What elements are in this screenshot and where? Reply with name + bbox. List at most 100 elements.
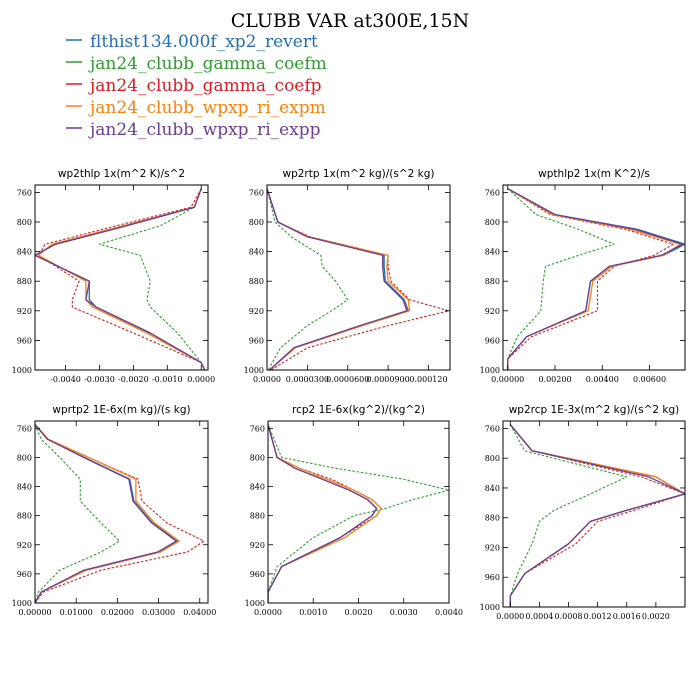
series-line-5-1 (509, 424, 628, 607)
panel-title-0: wp2thlp 1x(m^2 K)/s^2 (58, 168, 185, 180)
panel-title-1: wp2rtp 1x(m^2 kg)/(s^2 kg) (282, 168, 434, 180)
y-tick-label-4-5: 960 (250, 570, 265, 579)
x-tick-label-0-4: 0.0000 (187, 375, 215, 384)
y-tick-label-1-5: 960 (249, 336, 264, 345)
x-tick-label-5-1: 0.0004 (525, 612, 553, 621)
panel-title-2: wpthlp2 1x(m K^2)/s (538, 168, 650, 180)
y-tick-label-0-3: 880 (17, 277, 32, 286)
legend-label-1: jan24_clubb_gamma_coefm (88, 54, 327, 74)
x-tick-label-3-2: 0.02000 (101, 608, 134, 617)
y-tick-label-1-0: 760 (249, 188, 264, 197)
series-line-3-3 (35, 424, 180, 603)
y-tick-label-5-0: 760 (485, 424, 500, 433)
series-line-1-4 (267, 188, 408, 370)
legend-label-2: jan24_clubb_gamma_coefp (88, 76, 322, 96)
x-tick-label-1-2: 0.0000600 (326, 375, 369, 384)
x-tick-label-4-1: 0.0010 (299, 608, 327, 617)
y-tick-label-0-2: 840 (17, 248, 32, 257)
x-tick-label-3-4: 0.04000 (183, 608, 216, 617)
series-line-1-1 (267, 188, 349, 370)
x-tick-label-4-2: 0.0020 (345, 608, 373, 617)
series-line-5-4 (509, 424, 685, 607)
x-tick-label-1-0: 0.0000 (253, 375, 281, 384)
x-tick-label-0-0: -0.0040 (50, 375, 81, 384)
legend-label-4: jan24_clubb_wpxp_ri_expp (88, 120, 321, 140)
legend: flthist134.000f_xp2_revertjan24_clubb_ga… (66, 32, 327, 140)
panel-title-3: wprtp2 1E-6x(m kg)/(s kg) (52, 404, 190, 416)
x-tick-label-3-0: 0.00000 (18, 608, 51, 617)
x-tick-label-2-0: 0.00000 (491, 375, 524, 384)
series-line-0-4 (35, 188, 206, 370)
y-tick-label-3-4: 920 (17, 541, 32, 550)
x-tick-label-5-4: 0.0016 (613, 612, 641, 621)
x-tick-label-2-2: 0.00400 (586, 375, 619, 384)
y-tick-label-4-1: 800 (250, 453, 265, 462)
panel-0: wp2thlp 1x(m^2 K)/s^2 760 800 840 880 920 960 1… (12, 168, 216, 384)
y-tick-label-5-2: 840 (485, 484, 500, 493)
y-tick-label-1-3: 880 (249, 277, 264, 286)
legend-label-3: jan24_clubb_wpxp_ri_expm (88, 98, 326, 118)
panel-series-group-3 (35, 424, 205, 603)
x-tick-label-5-3: 0.0012 (584, 612, 612, 621)
y-tick-label-0-0: 760 (17, 188, 32, 197)
y-tick-label-4-4: 920 (250, 541, 265, 550)
panel-title-4: rcp2 1E-6x(kg^2)/(kg^2) (292, 404, 425, 416)
y-tick-label-0-4: 920 (17, 307, 32, 316)
series-line-2-1 (507, 188, 615, 370)
panel-4: rcp2 1E-6x(kg^2)/(kg^2) 760 800 840 880 920 96… (245, 404, 463, 617)
y-tick-label-5-6: 1000 (480, 603, 500, 612)
y-tick-label-5-1: 800 (485, 454, 500, 463)
y-tick-label-3-2: 840 (17, 483, 32, 492)
x-tick-label-0-2: -0.0020 (118, 375, 149, 384)
y-tick-label-2-1: 800 (485, 218, 500, 227)
series-line-3-4 (35, 424, 177, 603)
y-tick-label-3-6: 1000 (12, 599, 32, 608)
panel-series-group-5 (509, 424, 685, 607)
series-line-4-4 (268, 424, 378, 603)
series-line-0-2 (37, 188, 206, 370)
panel-frame-5 (502, 420, 686, 608)
x-tick-label-5-2: 0.0008 (555, 612, 583, 621)
y-tick-label-2-5: 960 (485, 336, 500, 345)
y-tick-label-2-4: 920 (485, 307, 500, 316)
y-tick-label-0-1: 800 (17, 218, 32, 227)
x-tick-label-4-0: 0.0000 (254, 608, 282, 617)
x-tick-label-1-1: 0.0000300 (286, 375, 329, 384)
x-tick-label-4-4: 0.0040 (435, 608, 463, 617)
y-tick-label-3-3: 880 (17, 512, 32, 521)
y-tick-label-4-6: 1000 (245, 599, 265, 608)
x-tick-label-1-4: 0.000120 (409, 375, 447, 384)
panel-2: wpthlp2 1x(m K^2)/s 760 800 840 880 920 960 100… (480, 168, 686, 384)
x-tick-label-2-1: 0.00200 (538, 375, 571, 384)
x-tick-label-0-3: -0.0010 (152, 375, 183, 384)
x-tick-label-0-1: -0.0030 (84, 375, 115, 384)
y-tick-label-1-6: 1000 (244, 366, 264, 375)
y-tick-label-4-3: 880 (250, 512, 265, 521)
y-tick-label-5-5: 960 (485, 573, 500, 582)
y-tick-label-1-1: 800 (249, 218, 264, 227)
y-tick-label-1-2: 840 (249, 248, 264, 257)
y-tick-label-0-5: 960 (17, 336, 32, 345)
series-line-2-2 (507, 188, 674, 370)
x-tick-label-3-1: 0.01000 (60, 608, 93, 617)
legend-label-0: flthist134.000f_xp2_revert (90, 32, 318, 52)
panel-3: wprtp2 1E-6x(m kg)/(s kg) 760 800 840 880 920… (12, 404, 217, 617)
y-tick-label-2-3: 880 (485, 277, 500, 286)
panel-series-group-1 (267, 188, 450, 370)
panel-1: wp2rtp 1x(m^2 kg)/(s^2 kg) 760 800 840 880 92… (244, 168, 451, 384)
x-tick-label-3-3: 0.03000 (142, 608, 175, 617)
series-line-4-1 (268, 424, 449, 603)
y-tick-label-2-0: 760 (485, 188, 500, 197)
y-tick-label-5-4: 920 (485, 543, 500, 552)
panel-frame-2 (502, 184, 686, 371)
x-tick-label-5-0: 0.0000 (496, 612, 524, 621)
panel-frame-3 (34, 420, 209, 604)
y-tick-label-5-3: 880 (485, 514, 500, 523)
x-tick-label-1-3: 0.0000900 (366, 375, 409, 384)
x-tick-label-5-5: 0.0020 (642, 612, 670, 621)
series-line-0-1 (98, 188, 206, 370)
y-tick-label-1-4: 920 (249, 307, 264, 316)
panel-series-group-4 (268, 424, 449, 603)
